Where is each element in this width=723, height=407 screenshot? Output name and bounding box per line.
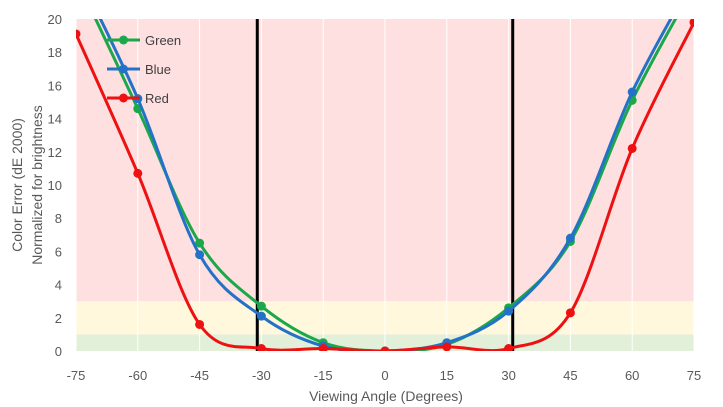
series-red bbox=[76, 19, 694, 351]
data-point-green bbox=[195, 238, 205, 248]
data-point-red bbox=[195, 319, 205, 329]
data-point-blue bbox=[627, 87, 637, 97]
data-point-red bbox=[318, 344, 328, 351]
x-axis-title: Viewing Angle (Degrees) bbox=[309, 388, 463, 404]
y-tick-label: 14 bbox=[48, 112, 62, 127]
x-tick-label: 15 bbox=[440, 368, 454, 383]
data-point-blue bbox=[195, 250, 205, 260]
data-point-blue bbox=[504, 306, 514, 316]
data-point-green bbox=[256, 301, 266, 311]
y-axis-subtitle: Normalized for brightness bbox=[29, 105, 45, 265]
legend-marker-red bbox=[119, 93, 128, 103]
x-tick-label: -60 bbox=[128, 368, 147, 383]
legend-marker-blue bbox=[119, 64, 128, 74]
series-line-blue bbox=[98, 19, 673, 351]
y-tick-label: 2 bbox=[55, 311, 62, 326]
data-point-red bbox=[504, 344, 514, 351]
data-point-red bbox=[565, 308, 575, 318]
legend-label-red: Red bbox=[145, 91, 169, 106]
x-tick-label: -45 bbox=[190, 368, 209, 383]
legend-marker-green bbox=[119, 35, 128, 45]
data-point-red bbox=[689, 19, 694, 27]
data-point-red bbox=[627, 143, 637, 153]
y-axis-title: Color Error (dE 2000) bbox=[9, 118, 25, 252]
legend-label-green: Green bbox=[145, 33, 181, 48]
y-tick-labels: 0 2 4 6 8 10 12 14 16 18 20 bbox=[48, 12, 62, 359]
y-tick-label: 0 bbox=[55, 344, 62, 359]
data-point-red bbox=[133, 168, 143, 178]
y-tick-label: 8 bbox=[55, 211, 62, 226]
x-tick-labels: -75 -60 -45 -30 -15 0 15 30 45 60 75 bbox=[67, 368, 702, 383]
data-point-red bbox=[76, 29, 81, 39]
reference-lines bbox=[255, 19, 515, 351]
x-tick-label: 30 bbox=[501, 368, 515, 383]
x-tick-label: 60 bbox=[625, 368, 639, 383]
data-point-red bbox=[380, 346, 390, 351]
x-tick-label: -75 bbox=[67, 368, 86, 383]
x-tick-label: -30 bbox=[252, 368, 271, 383]
data-point-red bbox=[442, 342, 452, 351]
x-tick-label: -15 bbox=[314, 368, 333, 383]
x-tick-label: 75 bbox=[687, 368, 701, 383]
y-tick-label: 12 bbox=[48, 145, 62, 160]
data-point-blue bbox=[565, 233, 575, 243]
legend: Green Blue Red bbox=[107, 33, 181, 106]
grid-lines bbox=[75, 19, 695, 351]
y-tick-label: 20 bbox=[48, 12, 62, 27]
y-tick-label: 10 bbox=[48, 178, 62, 193]
data-point-red bbox=[256, 344, 266, 351]
data-point-blue bbox=[256, 311, 266, 321]
x-tick-label: 45 bbox=[563, 368, 577, 383]
y-tick-label: 18 bbox=[48, 45, 62, 60]
x-tick-label: 0 bbox=[381, 368, 388, 383]
y-tick-label: 16 bbox=[48, 78, 62, 93]
data-series bbox=[76, 19, 694, 351]
y-tick-label: 4 bbox=[55, 278, 62, 293]
y-tick-label: 6 bbox=[55, 244, 62, 259]
legend-label-blue: Blue bbox=[145, 62, 171, 77]
